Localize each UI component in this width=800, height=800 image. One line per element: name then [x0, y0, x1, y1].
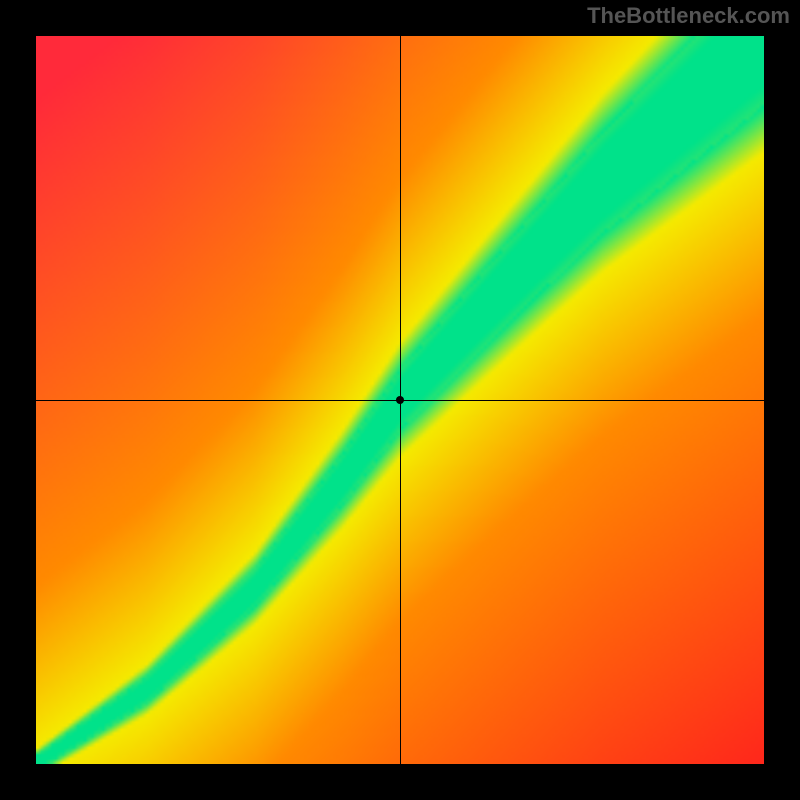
heatmap-plot	[36, 36, 764, 764]
crosshair-marker	[396, 396, 404, 404]
watermark: TheBottleneck.com	[587, 3, 790, 29]
